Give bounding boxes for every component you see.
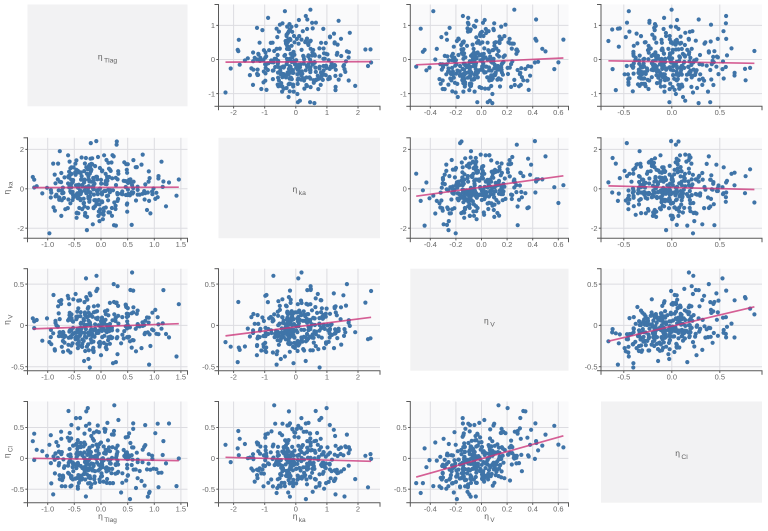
svg-text:-0.5: -0.5	[11, 485, 24, 494]
svg-text:1: 1	[593, 21, 597, 30]
svg-text:0.5: 0.5	[205, 280, 215, 289]
svg-text:-0.5: -0.5	[68, 373, 81, 382]
svg-text:0: 0	[211, 321, 215, 330]
svg-text:1.0: 1.0	[149, 240, 159, 249]
svg-text:-2: -2	[400, 224, 407, 233]
svg-text:0.0: 0.0	[667, 373, 677, 382]
svg-text:1: 1	[211, 21, 215, 30]
svg-text:-0.5: -0.5	[202, 362, 215, 371]
svg-text:-1: -1	[261, 373, 268, 382]
svg-text:-0.4: -0.4	[424, 240, 437, 249]
svg-text:0.5: 0.5	[396, 423, 406, 432]
svg-text:2: 2	[403, 145, 407, 154]
svg-text:1: 1	[325, 373, 329, 382]
svg-text:-2: -2	[230, 108, 237, 117]
svg-text:-1: -1	[208, 89, 215, 98]
svg-text:0.5: 0.5	[587, 280, 597, 289]
svg-text:0.0: 0.0	[96, 373, 106, 382]
svg-text:-1: -1	[400, 89, 407, 98]
svg-text:2: 2	[20, 145, 24, 154]
svg-text:-2: -2	[591, 224, 598, 233]
svg-text:1.0: 1.0	[149, 505, 159, 514]
svg-text:0.4: 0.4	[527, 505, 537, 514]
svg-text:0: 0	[211, 55, 215, 64]
svg-text:0.5: 0.5	[205, 423, 215, 432]
svg-text:0: 0	[593, 185, 597, 194]
svg-text:0.6: 0.6	[553, 505, 563, 514]
svg-text:0.2: 0.2	[502, 505, 512, 514]
svg-text:0: 0	[593, 55, 597, 64]
svg-text:-0.5: -0.5	[617, 373, 630, 382]
svg-text:-0.5: -0.5	[68, 505, 81, 514]
svg-text:-0.5: -0.5	[617, 240, 630, 249]
svg-text:-1.0: -1.0	[41, 505, 54, 514]
svg-text:0.5: 0.5	[122, 505, 132, 514]
svg-text:0: 0	[403, 185, 407, 194]
svg-text:0.6: 0.6	[553, 108, 563, 117]
svg-text:0: 0	[211, 454, 215, 463]
svg-text:-0.5: -0.5	[617, 108, 630, 117]
svg-text:2: 2	[356, 505, 360, 514]
svg-text:0.4: 0.4	[527, 240, 537, 249]
svg-text:0.6: 0.6	[553, 240, 563, 249]
svg-text:0.2: 0.2	[502, 240, 512, 249]
svg-text:-0.5: -0.5	[202, 485, 215, 494]
svg-text:0.5: 0.5	[122, 373, 132, 382]
svg-text:0.0: 0.0	[667, 108, 677, 117]
svg-text:1.0: 1.0	[149, 373, 159, 382]
svg-text:0.0: 0.0	[667, 240, 677, 249]
svg-text:0: 0	[593, 321, 597, 330]
svg-text:0.5: 0.5	[715, 373, 725, 382]
svg-text:1: 1	[403, 21, 407, 30]
svg-text:0.5: 0.5	[715, 108, 725, 117]
svg-text:-0.5: -0.5	[585, 362, 598, 371]
svg-text:-0.5: -0.5	[394, 485, 407, 494]
svg-text:2: 2	[356, 108, 360, 117]
svg-text:0: 0	[294, 373, 298, 382]
svg-text:1: 1	[325, 108, 329, 117]
svg-text:-0.4: -0.4	[424, 108, 437, 117]
svg-text:0: 0	[294, 108, 298, 117]
svg-text:0.0: 0.0	[96, 240, 106, 249]
svg-text:1.5: 1.5	[176, 373, 186, 382]
svg-text:-1: -1	[261, 505, 268, 514]
svg-text:-0.2: -0.2	[449, 108, 462, 117]
svg-text:-0.2: -0.2	[449, 240, 462, 249]
svg-text:-0.5: -0.5	[68, 240, 81, 249]
svg-text:-0.2: -0.2	[449, 505, 462, 514]
svg-text:-1.0: -1.0	[41, 240, 54, 249]
svg-text:0: 0	[20, 454, 24, 463]
svg-text:-1.0: -1.0	[41, 373, 54, 382]
svg-text:0: 0	[20, 185, 24, 194]
svg-text:0: 0	[403, 55, 407, 64]
svg-text:-2: -2	[230, 373, 237, 382]
svg-text:0: 0	[403, 454, 407, 463]
svg-text:1.5: 1.5	[176, 505, 186, 514]
svg-text:2: 2	[356, 373, 360, 382]
svg-text:0.5: 0.5	[715, 240, 725, 249]
svg-text:-0.5: -0.5	[11, 362, 24, 371]
svg-text:0.0: 0.0	[476, 108, 486, 117]
svg-text:-0.4: -0.4	[424, 505, 437, 514]
svg-text:1.5: 1.5	[176, 240, 186, 249]
svg-text:0: 0	[20, 321, 24, 330]
svg-text:2: 2	[593, 145, 597, 154]
svg-text:0.4: 0.4	[527, 108, 537, 117]
svg-text:-1: -1	[591, 89, 598, 98]
svg-text:0.5: 0.5	[122, 240, 132, 249]
svg-text:0.5: 0.5	[14, 280, 24, 289]
svg-text:0.0: 0.0	[476, 240, 486, 249]
svg-text:-2: -2	[230, 505, 237, 514]
svg-text:-2: -2	[17, 224, 24, 233]
svg-text:1: 1	[325, 505, 329, 514]
svg-text:0.5: 0.5	[14, 423, 24, 432]
svg-text:-1: -1	[261, 108, 268, 117]
svg-text:0.2: 0.2	[502, 108, 512, 117]
